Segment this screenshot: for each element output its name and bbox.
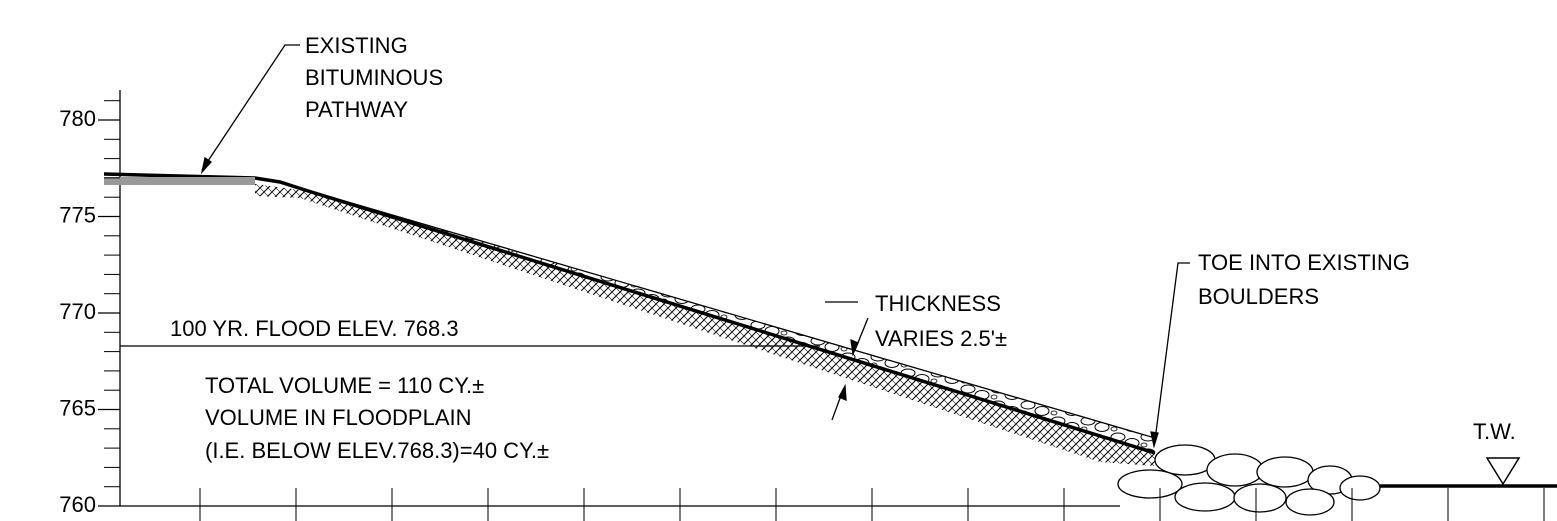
y-tick-label: 780 <box>59 106 96 131</box>
y-tick-label: 770 <box>59 299 96 324</box>
note: T.W. <box>1473 419 1516 444</box>
note: 100 YR. FLOOD ELEV. 768.3 <box>170 316 459 341</box>
y-tick-label: 760 <box>59 492 96 517</box>
boulders <box>1117 444 1381 516</box>
y-tick-label: 765 <box>59 395 96 420</box>
note: EXISTING <box>305 33 408 58</box>
note: (I.E. BELOW ELEV.768.3)=40 CY.± <box>205 438 549 463</box>
note: TOTAL VOLUME = 110 CY.± <box>205 373 484 398</box>
leaders <box>200 44 1190 449</box>
note: PATHWAY <box>305 97 408 122</box>
water-symbol <box>1485 457 1521 486</box>
riprap-top <box>299 187 1156 439</box>
ground-line <box>103 172 1156 455</box>
elevation-axis <box>119 90 1120 507</box>
pathway <box>104 177 255 185</box>
note: VARIES 2.5'± <box>875 326 1007 351</box>
y-tick-label: 775 <box>59 202 96 227</box>
note: THICKNESS <box>875 291 1001 316</box>
note: TOE INTO EXISTING <box>1198 250 1410 275</box>
note: VOLUME IN FLOODPLAIN <box>205 405 472 430</box>
note: BOULDERS <box>1198 284 1319 309</box>
note: BITUMINOUS <box>305 65 443 90</box>
bedding-layer <box>255 184 1155 466</box>
